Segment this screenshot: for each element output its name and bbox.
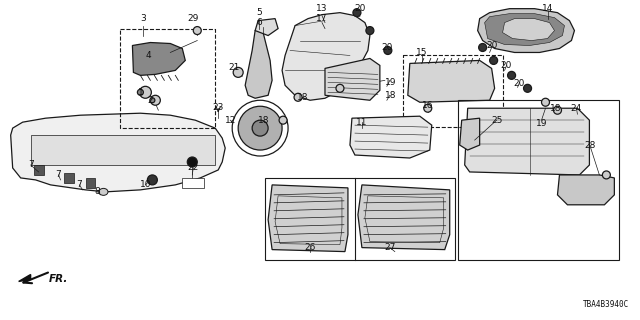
Circle shape <box>490 56 498 64</box>
Circle shape <box>232 100 288 156</box>
Text: 1: 1 <box>138 88 143 97</box>
Circle shape <box>188 157 197 167</box>
Text: 20: 20 <box>354 4 365 13</box>
Circle shape <box>233 68 243 77</box>
Text: 18: 18 <box>298 93 308 102</box>
Polygon shape <box>255 19 278 36</box>
Polygon shape <box>557 175 614 205</box>
Bar <box>182 178 204 188</box>
Text: 12: 12 <box>225 116 236 125</box>
Text: 23: 23 <box>212 103 224 112</box>
Text: FR.: FR. <box>49 275 68 284</box>
Circle shape <box>138 89 143 95</box>
Polygon shape <box>31 135 215 165</box>
Text: 28: 28 <box>585 140 596 149</box>
Text: 16: 16 <box>422 101 433 110</box>
Bar <box>34 165 44 175</box>
Text: 18: 18 <box>385 91 397 100</box>
Text: 25: 25 <box>491 116 502 125</box>
Circle shape <box>366 27 374 35</box>
Text: 7: 7 <box>77 180 83 189</box>
Circle shape <box>336 84 344 92</box>
Text: 18: 18 <box>259 116 270 125</box>
Text: 4: 4 <box>145 51 151 60</box>
Polygon shape <box>132 43 186 76</box>
Polygon shape <box>465 108 589 175</box>
Text: 27: 27 <box>384 243 396 252</box>
Text: 24: 24 <box>571 104 582 113</box>
Circle shape <box>150 95 161 105</box>
Circle shape <box>150 98 155 103</box>
Text: 3: 3 <box>141 14 147 23</box>
Text: 8: 8 <box>95 188 100 196</box>
Text: 15: 15 <box>416 48 428 57</box>
Polygon shape <box>477 9 575 52</box>
Circle shape <box>238 106 282 150</box>
Circle shape <box>353 9 361 17</box>
Text: 20: 20 <box>486 41 497 50</box>
Text: 18: 18 <box>550 104 561 113</box>
Circle shape <box>384 46 392 54</box>
Circle shape <box>524 84 532 92</box>
Bar <box>403 55 502 127</box>
Text: 19: 19 <box>536 119 547 128</box>
Bar <box>63 173 74 183</box>
Text: 20: 20 <box>381 43 392 52</box>
Text: 11: 11 <box>356 118 367 127</box>
Circle shape <box>541 98 550 106</box>
Circle shape <box>193 27 201 35</box>
Polygon shape <box>484 14 564 45</box>
Polygon shape <box>460 118 479 150</box>
Circle shape <box>140 86 152 98</box>
Text: 29: 29 <box>188 14 199 23</box>
Polygon shape <box>358 185 450 250</box>
Bar <box>265 178 454 260</box>
Circle shape <box>554 106 561 114</box>
Polygon shape <box>408 60 495 102</box>
Polygon shape <box>325 59 380 100</box>
Text: 10: 10 <box>140 180 151 189</box>
Text: 5: 5 <box>256 8 262 17</box>
Circle shape <box>252 120 268 136</box>
Polygon shape <box>350 116 432 158</box>
Text: 19: 19 <box>385 78 397 87</box>
Text: 7: 7 <box>28 160 33 170</box>
Text: 7: 7 <box>56 171 61 180</box>
Text: 21: 21 <box>228 63 240 72</box>
Text: 6: 6 <box>256 18 262 27</box>
Polygon shape <box>268 185 348 252</box>
Circle shape <box>279 116 287 124</box>
Polygon shape <box>11 113 225 192</box>
Bar <box>458 100 620 260</box>
Polygon shape <box>502 19 554 41</box>
Text: 14: 14 <box>542 4 553 13</box>
Circle shape <box>424 104 432 112</box>
Circle shape <box>294 93 302 101</box>
Circle shape <box>602 171 611 179</box>
Text: 13: 13 <box>316 4 328 13</box>
Circle shape <box>147 175 157 185</box>
Text: TBA4B3940C: TBA4B3940C <box>583 300 629 309</box>
Text: 2: 2 <box>148 96 153 105</box>
Ellipse shape <box>99 188 108 195</box>
Bar <box>86 178 95 188</box>
Text: 20: 20 <box>500 61 511 70</box>
Circle shape <box>508 71 516 79</box>
Text: 26: 26 <box>305 243 316 252</box>
Polygon shape <box>282 13 370 100</box>
Polygon shape <box>245 28 272 98</box>
Polygon shape <box>19 275 31 282</box>
Text: 22: 22 <box>188 164 199 172</box>
Text: 20: 20 <box>513 79 524 88</box>
Bar <box>120 28 215 128</box>
Circle shape <box>479 44 486 52</box>
Text: 17: 17 <box>316 14 328 23</box>
